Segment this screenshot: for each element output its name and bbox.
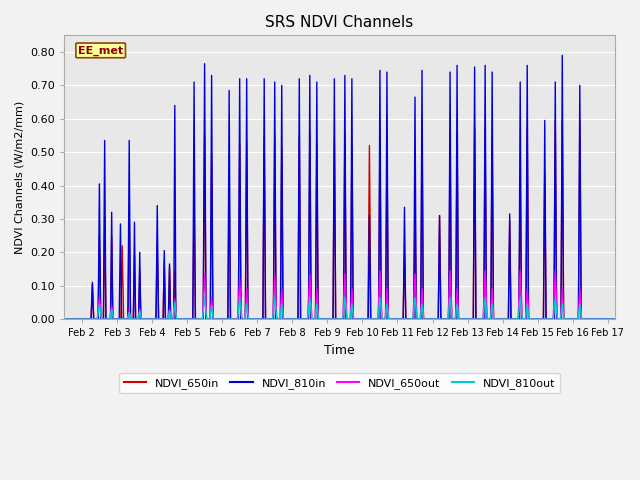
NDVI_810in [172,316,180,322]
NDVI_650in [172,316,180,322]
NDVI_650out [486,316,494,322]
NDVI_810out [483,316,491,322]
Legend: NDVI_650in, NDVI_810in, NDVI_650out, NDVI_810out: NDVI_650in, NDVI_810in, NDVI_650out, NDV… [120,373,560,393]
NDVI_650in [129,316,137,322]
NDVI_810in [61,316,68,322]
NDVI_650out [376,268,384,274]
X-axis label: Time: Time [324,344,355,357]
NDVI_810in [207,316,214,322]
NDVI_810out [486,316,494,322]
NDVI_650out [444,316,452,322]
NDVI_650out [611,316,619,322]
NDVI_810in [559,316,567,322]
NDVI_810out [209,316,217,322]
Text: EE_met: EE_met [78,45,124,56]
NDVI_650out [483,316,491,322]
NDVI_650out [350,316,358,322]
NDVI_810out [201,295,209,300]
NDVI_650out [241,316,249,322]
NDVI_650out [61,316,68,322]
Line: NDVI_650out: NDVI_650out [65,271,615,319]
Title: SRS NDVI Channels: SRS NDVI Channels [266,15,413,30]
Line: NDVI_810in: NDVI_810in [65,55,615,319]
NDVI_810in [129,316,137,322]
NDVI_810in [611,316,619,322]
NDVI_810out [374,316,381,322]
NDVI_810out [61,316,68,322]
NDVI_650in [552,118,559,123]
NDVI_810out [444,316,452,322]
Y-axis label: NDVI Channels (W/m2/mm): NDVI Channels (W/m2/mm) [15,101,25,254]
NDVI_650in [611,316,619,322]
NDVI_650in [206,316,214,322]
NDVI_810out [611,316,619,322]
NDVI_650in [117,316,125,322]
NDVI_810in [115,316,123,322]
NDVI_650in [109,316,116,322]
NDVI_650in [560,316,568,322]
NDVI_810in [109,316,116,322]
Line: NDVI_810out: NDVI_810out [65,298,615,319]
NDVI_650in [61,316,68,322]
NDVI_650out [209,316,217,322]
Line: NDVI_650in: NDVI_650in [65,120,615,319]
NDVI_810in [559,52,566,58]
NDVI_810out [243,301,250,307]
